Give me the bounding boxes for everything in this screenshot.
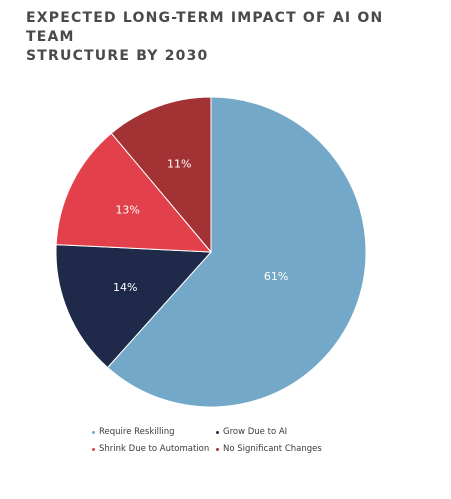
data-label-shrink-due-to-automation: 13% [115,204,139,217]
legend-item-require-reskilling: Require Reskilling [92,427,174,437]
pie-chart: 61% 14% 13% 11% [0,0,451,420]
legend-swatch-grow-due-to-ai [216,431,219,434]
legend-label-shrink-due-to-automation: Shrink Due to Automation [99,444,209,454]
data-label-no-significant-changes: 11% [167,158,191,171]
legend-label-no-significant-changes: No Significant Changes [223,444,322,454]
legend-swatch-require-reskilling [92,431,95,434]
legend-label-grow-due-to-ai: Grow Due to AI [223,427,287,437]
legend-label-require-reskilling: Require Reskilling [99,427,174,437]
data-label-require-reskilling: 61% [264,270,288,283]
data-label-grow-due-to-ai: 14% [113,281,137,294]
legend-swatch-shrink-due-to-automation [92,448,95,451]
legend-item-grow-due-to-ai: Grow Due to AI [216,427,287,437]
legend-item-no-significant-changes: No Significant Changes [216,444,322,454]
legend-swatch-no-significant-changes [216,448,219,451]
legend-item-shrink-due-to-automation: Shrink Due to Automation [92,444,209,454]
